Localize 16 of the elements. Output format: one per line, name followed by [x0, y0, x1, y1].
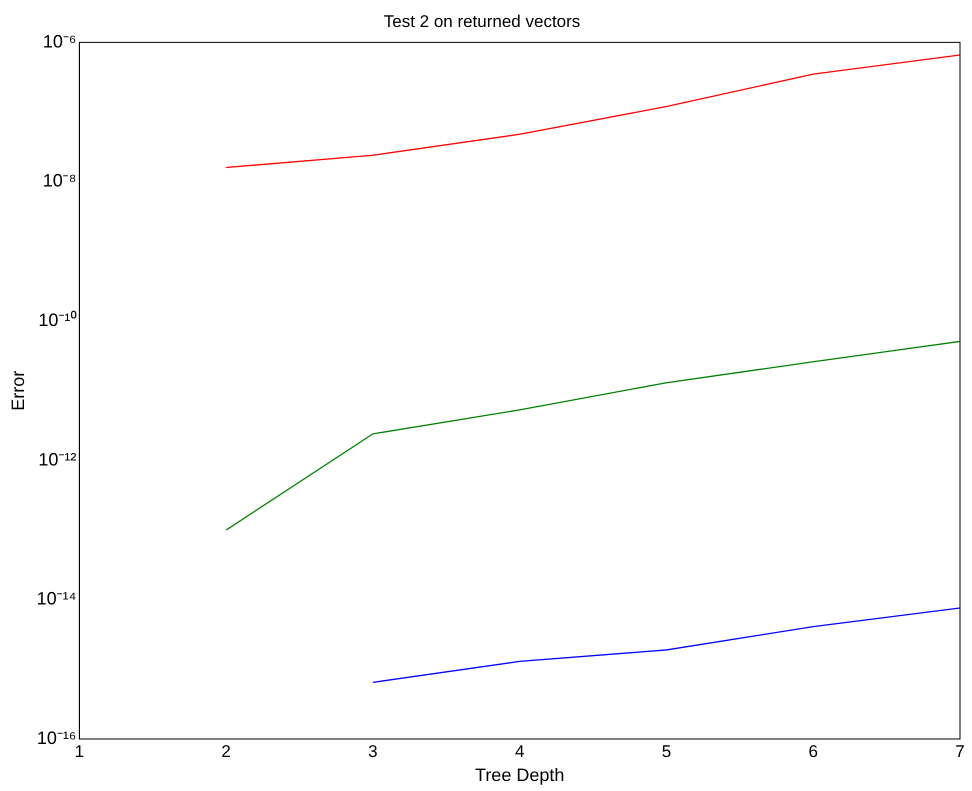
x-tick-label: 5 [662, 742, 672, 761]
x-tick-label: 3 [368, 742, 378, 761]
x-tick-label: 1 [74, 742, 84, 761]
y-tick-label: 10⁻⁸ [42, 170, 76, 191]
y-tick-label: 10⁻¹⁰ [38, 310, 76, 330]
x-tick-label: 7 [955, 742, 965, 761]
y-axis-title: Error [8, 370, 28, 411]
y-tick-label: 10⁻¹² [38, 449, 76, 470]
x-tick-label: 4 [514, 742, 524, 761]
x-tick-label: 6 [808, 742, 818, 761]
y-tick-label: 10⁻¹⁴ [36, 588, 76, 609]
x-tick-label: 2 [221, 742, 231, 761]
x-axis-title: Tree Depth [474, 765, 564, 786]
chart-title: Test 2 on returned vectors [384, 12, 580, 31]
y-tick-label: 10⁻¹⁶ [36, 728, 76, 748]
y-tick-label: 10⁻⁶ [42, 31, 76, 52]
